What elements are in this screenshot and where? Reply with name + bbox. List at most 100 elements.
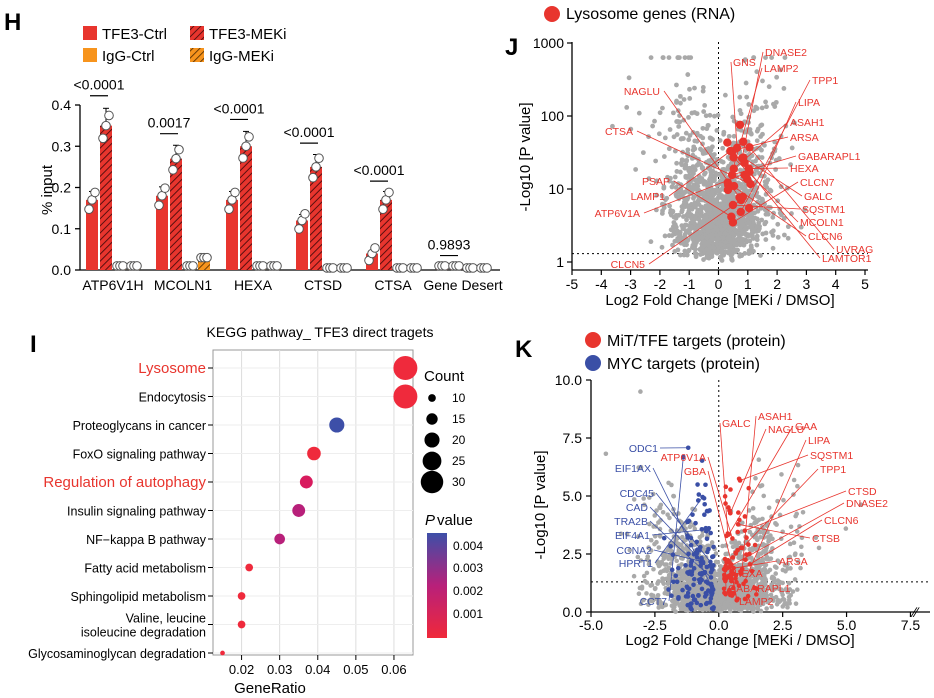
j-point: [775, 198, 781, 204]
j-point: [689, 110, 695, 116]
j-point: [663, 197, 668, 203]
j-point: [659, 193, 665, 199]
j-point: [675, 247, 681, 253]
j-point: [727, 243, 733, 249]
j-point: [778, 67, 784, 73]
j-x-tick-label: -4: [595, 276, 608, 292]
j-point: [775, 221, 781, 227]
j-point: [723, 249, 729, 255]
j-point: [684, 157, 690, 163]
k-point: [641, 597, 646, 603]
k-myc-point: [707, 508, 712, 513]
j-point: [681, 199, 687, 205]
h-category-label: CTSD: [304, 277, 342, 293]
j-point: [685, 237, 691, 243]
k-point: [638, 601, 644, 607]
k-point: [663, 576, 668, 582]
k-point: [783, 569, 788, 574]
h-replicate-dot: [241, 141, 251, 152]
i-title: KEGG pathway_ TFE3 direct tragets: [207, 324, 434, 340]
j-point: [744, 238, 750, 244]
k-point: [652, 586, 658, 592]
j-gene-label: SQSTM1: [802, 204, 845, 216]
j-point: [700, 135, 706, 141]
i-term-label: Insulin signaling pathway: [67, 505, 207, 519]
j-point: [764, 104, 769, 110]
k-red-gene-label: ATP6V1A: [661, 452, 706, 464]
h-replicate-dot: [311, 162, 321, 172]
j-gene-label: TPP1: [812, 75, 838, 87]
k-point: [843, 526, 849, 531]
j-point: [624, 104, 630, 110]
k-point: [709, 540, 715, 545]
i-x-label: GeneRatio: [234, 680, 306, 697]
j-point: [751, 248, 756, 254]
k-mit-point: [726, 505, 731, 510]
h-replicate-dot: [160, 183, 170, 193]
k-point: [788, 592, 794, 598]
k-point: [755, 537, 760, 543]
k-point: [687, 524, 693, 530]
k-point: [766, 505, 772, 511]
j-point: [674, 100, 679, 105]
j-point: [665, 174, 670, 180]
j-x-tick-label: 2: [773, 276, 781, 292]
k-mit-point: [735, 529, 741, 535]
k-myc-point: [668, 543, 673, 549]
j-gene-label: NAGLU: [624, 86, 660, 98]
i-x-tick-label: 0.02: [229, 662, 254, 677]
j-point: [715, 209, 720, 215]
k-point: [770, 588, 776, 593]
j-gene-label: LAMP1: [631, 191, 666, 203]
j-point: [732, 227, 738, 233]
j-point: [741, 58, 747, 63]
i-size-legend-dot: [422, 451, 442, 471]
k-point: [651, 566, 656, 572]
j-label-leader: [643, 171, 750, 214]
k-blue-gene-label: TRA2B: [614, 516, 648, 528]
k-myc-point: [686, 518, 692, 524]
i-term-label: Regulation of autophagy: [43, 474, 206, 491]
j-point: [702, 103, 708, 108]
k-point: [649, 582, 655, 588]
j-point: [737, 94, 743, 100]
i-plot-frame: [212, 349, 414, 656]
j-point: [729, 231, 735, 237]
j-point: [671, 134, 677, 140]
k-y-tick-label: 0.0: [563, 604, 583, 620]
i-term-dot: [237, 592, 246, 600]
j-point: [628, 126, 634, 132]
k-blue-gene-label: EIF4A1: [615, 530, 650, 542]
k-point: [793, 601, 799, 606]
j-lysosome-point: [738, 192, 748, 201]
h-replicate-dot: [101, 120, 111, 131]
h-replicate-dot: [174, 144, 184, 155]
legend-swatch-tfe3-meki: [190, 26, 204, 40]
j-point: [701, 190, 707, 196]
j-point: [701, 239, 707, 245]
j-point: [692, 177, 698, 183]
j-label-leader: [733, 157, 799, 223]
i-term-label: FoxO signaling pathway: [73, 448, 207, 462]
j-point: [681, 190, 687, 196]
j-point: [727, 208, 733, 214]
k-legend-marker-red: [585, 332, 601, 348]
i-term-dot: [329, 417, 345, 433]
j-point: [746, 155, 752, 161]
j-point: [754, 138, 760, 144]
j-point: [769, 229, 774, 235]
j-point: [670, 208, 676, 214]
j-point: [707, 224, 713, 230]
legend-swatch-tfe3-ctrl: [83, 26, 97, 40]
j-label-leader: [673, 180, 732, 218]
k-point: [651, 524, 656, 529]
k-point: [791, 540, 797, 546]
k-point: [755, 554, 761, 559]
j-y-tick-label: 10: [548, 181, 564, 197]
j-point: [685, 248, 691, 254]
h-replicate-dot: [104, 110, 114, 121]
h-replicate-dot: [154, 200, 164, 211]
k-point: [644, 570, 650, 576]
k-legend-label-blue: MYC targets (protein): [607, 356, 760, 373]
k-point: [795, 483, 800, 489]
